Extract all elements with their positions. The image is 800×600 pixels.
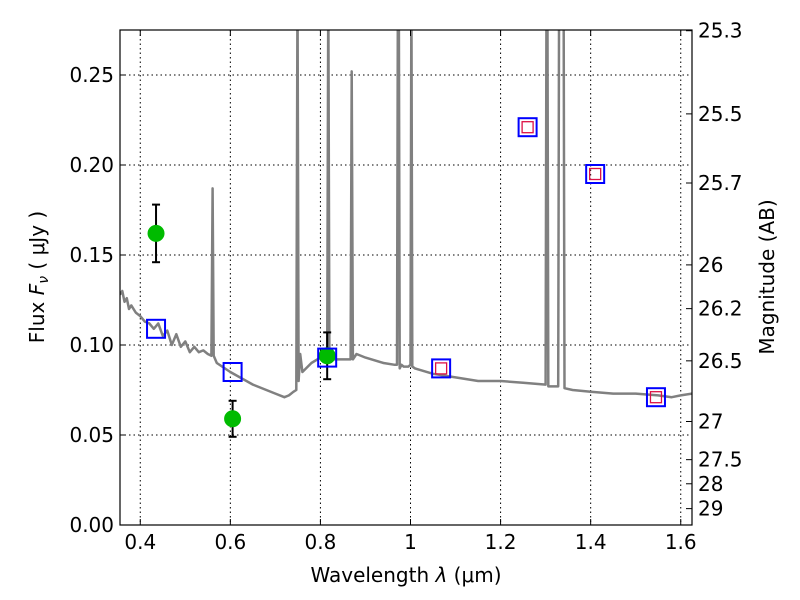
x-tick-label: 1.6 [665, 530, 697, 554]
model-photometry-square [585, 164, 606, 184]
upper-limit-square [434, 362, 448, 375]
x-axis-label: Wavelength λ (μm) [310, 563, 501, 587]
right-tick-label: 27.5 [698, 448, 743, 472]
y-tick-label: 0.25 [69, 63, 114, 87]
right-tick-label: 28 [698, 472, 723, 496]
y-tick-label: 0.10 [69, 333, 114, 357]
observed-point [147, 224, 165, 242]
right-tick-label: 25.3 [698, 19, 743, 43]
right-tick-label: 26.5 [698, 349, 743, 373]
y-tick-label: 0.00 [69, 513, 114, 537]
model-photometry-square [517, 117, 538, 138]
ticks: 0.4 0.6 0.8 1 1.2 1.4 1.6 0.00 0.05 0.10 0.15 0.20 0… [69, 19, 742, 554]
right-y-axis-label: Magnitude (AB) [755, 199, 779, 354]
right-tick-label: 27 [698, 410, 723, 434]
x-tick-label: 1.4 [575, 530, 607, 554]
observed-point [224, 410, 242, 428]
model-photometry-square [317, 347, 338, 368]
upper-limit-square [649, 391, 663, 404]
model-photometry-square [222, 362, 243, 382]
x-tick-label: 0.8 [305, 530, 337, 554]
y-tick-label: 0.20 [69, 153, 114, 177]
y-tick-label: 0.15 [69, 243, 114, 267]
x-tick-label: 1 [404, 530, 417, 554]
data-layer [120, 30, 692, 438]
observed-point [318, 347, 336, 365]
model-photometry-square [645, 387, 666, 408]
right-tick-label: 25.7 [698, 171, 743, 195]
right-tick-label: 26.2 [698, 297, 743, 321]
plot-background [120, 30, 692, 525]
model-photometry-square [146, 318, 167, 339]
right-tick-label: 29 [698, 497, 723, 521]
upper-limit-square [589, 167, 602, 181]
right-tick-label: 26 [698, 253, 723, 277]
model-photometry-square [431, 358, 452, 379]
y-tick-label: 0.05 [69, 423, 114, 447]
x-tick-label: 0.6 [214, 530, 246, 554]
x-tick-label: 0.4 [124, 530, 156, 554]
right-tick-label: 25.5 [698, 102, 743, 126]
plot-frame [119, 29, 693, 526]
x-tick-label: 1.2 [485, 530, 517, 554]
y-axis-label: Flux Fν ( μJy ) [25, 211, 52, 343]
upper-limit-square [521, 121, 534, 134]
